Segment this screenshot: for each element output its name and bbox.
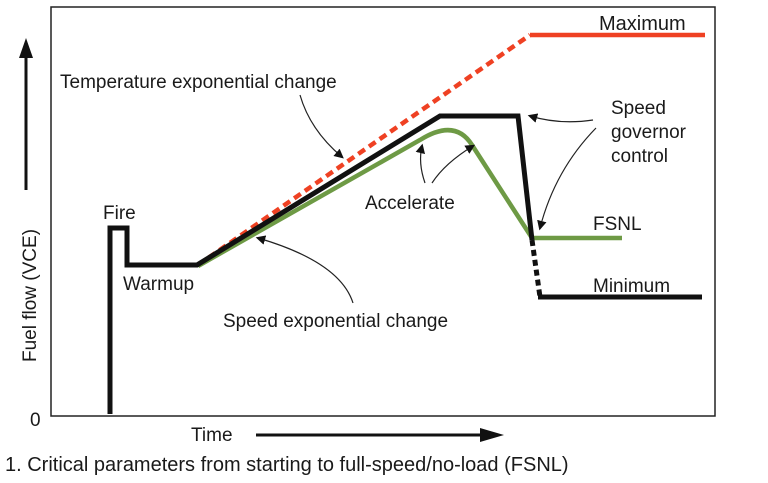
y-axis-label: Fuel flow (VCE) [20,229,41,362]
origin-label: 0 [30,410,41,431]
label-speed-exponential: Speed exponential change [223,311,448,332]
temperature-line [196,32,705,267]
label-temperature: Temperature exponential change [60,72,337,93]
y-axis-arrow [19,38,33,190]
plot-frame [50,6,716,417]
fuel-flow-line [107,113,702,414]
label-warmup: Warmup [123,274,194,295]
label-governor-2: governor [611,122,687,143]
figure-caption: 1. Critical parameters from starting to … [5,454,569,476]
label-governor-3: control [611,146,668,167]
label-fire: Fire [103,203,136,224]
x-axis-label: Time [191,425,233,446]
label-minimum: Minimum [593,276,670,297]
label-governor-1: Speed [611,98,666,119]
label-maximum: Maximum [599,13,686,35]
x-axis-arrow [256,428,504,442]
label-accelerate: Accelerate [365,193,455,214]
label-fsnl: FSNL [593,214,642,235]
annotation-arrows [255,94,597,304]
